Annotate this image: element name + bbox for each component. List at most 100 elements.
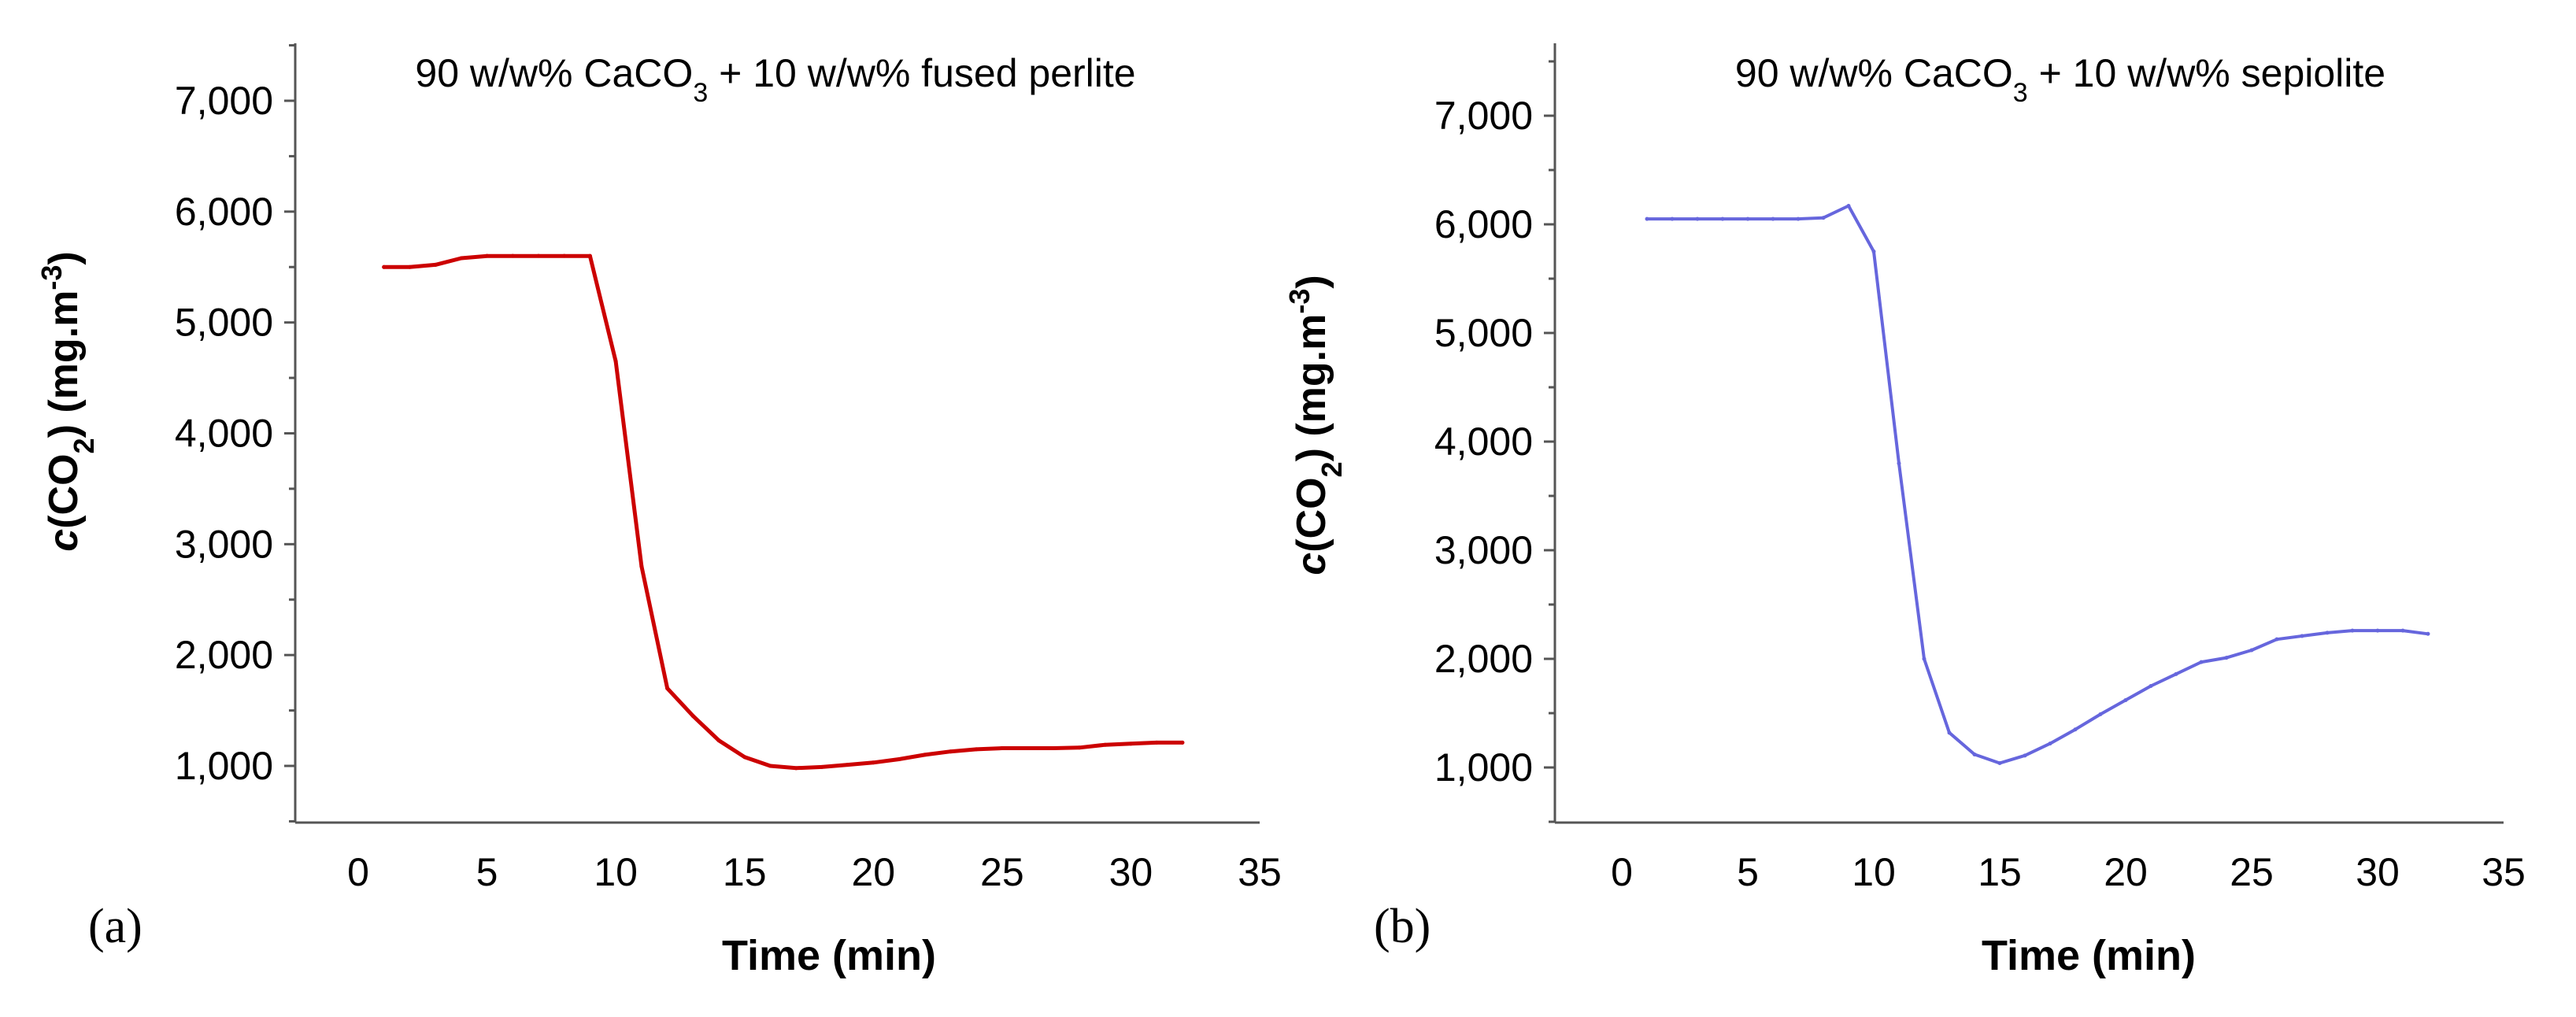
y-tick-label: 4,000: [175, 412, 273, 456]
panel-label: (a): [88, 900, 142, 953]
data-point: [897, 757, 901, 762]
x-tick-label: 20: [851, 850, 895, 894]
series-layer: [382, 253, 1185, 771]
chart-panel-a: 90 w/w% CaCO3 + 10 w/w% fused perlite Ti…: [35, 43, 1282, 979]
data-point: [2300, 634, 2304, 638]
data-point: [1154, 740, 1159, 745]
data-point: [871, 760, 875, 765]
data-point: [1947, 730, 1952, 735]
data-point: [1846, 204, 1851, 209]
data-point: [613, 359, 618, 364]
data-point: [948, 749, 953, 754]
data-point: [485, 253, 490, 258]
y-tick-label: 6,000: [1434, 202, 1533, 246]
chart-panel-b: 90 w/w% CaCO3 + 10 w/w% sepiolite Time (…: [1283, 43, 2526, 979]
data-point: [1745, 216, 1750, 221]
data-point: [1000, 745, 1005, 750]
data-point: [1972, 752, 1977, 756]
data-point: [2224, 656, 2229, 660]
y-tick-label: 4,000: [1434, 420, 1533, 464]
data-point: [433, 262, 438, 267]
data-point: [1897, 461, 1901, 466]
data-point: [2199, 660, 2204, 664]
data-point: [562, 253, 567, 258]
data-point: [690, 714, 695, 719]
y-tick-label: 5,000: [175, 301, 273, 345]
data-point: [1821, 216, 1826, 220]
x-tick-label: 35: [1238, 850, 1282, 894]
data-point: [1796, 216, 1801, 221]
data-point: [820, 764, 824, 769]
y-tick-label: 7,000: [175, 79, 273, 123]
data-point: [536, 253, 541, 258]
tick-layer: 1,000 2,000 3,000 4,000 5,000 6,000 7,000 0 5 10 1…: [175, 43, 1282, 894]
data-point: [407, 264, 412, 269]
data-point: [587, 253, 592, 258]
data-point: [459, 256, 464, 261]
data-point: [665, 686, 670, 690]
data-point: [794, 766, 798, 771]
data-point: [2400, 628, 2405, 633]
data-point: [1128, 741, 1133, 746]
series-line-sepiolite: [1645, 204, 2430, 765]
x-tick-label: 0: [1611, 850, 1633, 894]
data-point: [768, 764, 772, 768]
data-point: [1051, 745, 1056, 750]
x-tick-label: 30: [1109, 850, 1153, 894]
x-tick-label: 35: [2482, 850, 2526, 894]
x-axis-label: Time (min): [1982, 932, 2196, 979]
data-point: [1997, 760, 2002, 765]
data-point: [2325, 631, 2330, 635]
x-tick-label: 25: [2230, 850, 2274, 894]
data-point: [1103, 742, 1108, 747]
chart-title: 90 w/w% CaCO3 + 10 w/w% fused perlite: [415, 51, 1135, 108]
data-point: [1871, 250, 1876, 253]
data-point: [1670, 216, 1675, 221]
data-point: [1695, 216, 1700, 221]
data-point: [382, 264, 387, 269]
data-point: [2249, 648, 2254, 653]
data-point: [923, 753, 927, 757]
x-tick-label: 10: [594, 850, 638, 894]
data-point: [846, 763, 850, 767]
x-tick-label: 5: [1737, 850, 1759, 894]
x-tick-label: 15: [723, 850, 767, 894]
data-point: [1720, 216, 1725, 221]
x-tick-label: 20: [2104, 850, 2148, 894]
data-point: [2073, 727, 2078, 732]
y-tick-label: 2,000: [175, 633, 273, 677]
y-tick-label: 1,000: [1434, 745, 1533, 790]
data-point: [2375, 628, 2380, 633]
data-point: [742, 755, 747, 760]
y-tick-label: 3,000: [1434, 528, 1533, 572]
panel-label: (b): [1374, 900, 1430, 953]
data-point: [1077, 745, 1082, 750]
series-line-fused-perlite: [382, 253, 1185, 771]
data-point: [716, 738, 721, 743]
y-tick-label: 6,000: [175, 190, 273, 234]
data-point: [2350, 628, 2355, 633]
y-tick-label: 3,000: [175, 522, 273, 566]
data-point: [2274, 637, 2279, 642]
data-point: [2123, 697, 2128, 702]
x-axis-label: Time (min): [722, 932, 936, 979]
data-point: [2098, 712, 2103, 716]
y-axis-label: c(CO2) (mg.m-3): [35, 251, 100, 551]
y-tick-label: 1,000: [175, 744, 273, 788]
y-tick-label: 2,000: [1434, 637, 1533, 681]
data-point: [1922, 656, 1926, 661]
chart-title: 90 w/w% CaCO3 + 10 w/w% sepiolite: [1735, 51, 2385, 108]
data-point: [1645, 216, 1649, 221]
data-point: [2426, 631, 2430, 636]
data-point: [639, 564, 644, 568]
y-axis-label: c(CO2) (mg.m-3): [1283, 275, 1348, 575]
data-point: [2149, 684, 2153, 688]
data-point: [2023, 753, 2027, 758]
data-point: [1026, 745, 1031, 750]
x-tick-label: 30: [2356, 850, 2400, 894]
data-point: [1180, 740, 1185, 745]
y-tick-label: 5,000: [1434, 311, 1533, 355]
tick-layer: 1,000 2,000 3,000 4,000 5,000 6,000 7,000 0 5 10 1…: [1434, 43, 2526, 894]
x-tick-label: 10: [1852, 850, 1896, 894]
